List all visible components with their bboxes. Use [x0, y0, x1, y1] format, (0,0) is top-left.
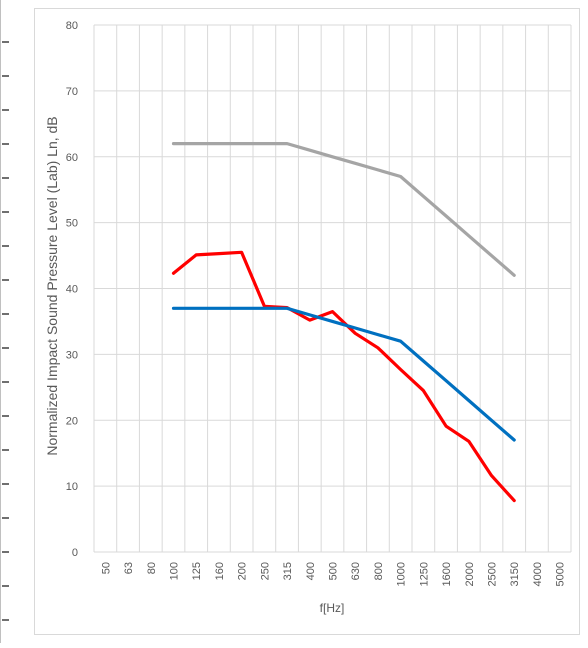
x-tick-label: 63 [123, 562, 135, 574]
left-edge-dash-marks [2, 42, 9, 620]
x-tick-label: 1600 [441, 562, 453, 586]
y-tick-label: 40 [66, 284, 78, 296]
x-tick-label: 4000 [532, 562, 544, 586]
y-tick-label: 20 [66, 415, 78, 427]
x-tick-label: 250 [259, 562, 271, 580]
x-tick-label: 5000 [555, 562, 567, 586]
x-tick-label: 500 [328, 562, 340, 580]
y-tick-label: 80 [66, 20, 78, 32]
x-tick-label: 2500 [487, 562, 499, 586]
x-tick-label: 160 [214, 562, 226, 580]
x-tick-label: 3150 [509, 562, 521, 586]
x-tick-label: 200 [237, 562, 249, 580]
x-tick-label: 1250 [418, 562, 430, 586]
x-tick-label: 315 [282, 562, 294, 580]
x-tick-label: 50 [100, 562, 112, 574]
y-tick-label: 50 [66, 218, 78, 230]
x-tick-label: 630 [350, 562, 362, 580]
y-tick-label: 60 [66, 152, 78, 164]
x-tick-label: 1000 [396, 562, 408, 586]
x-tick-label: 80 [146, 562, 158, 574]
x-tick-label: 400 [305, 562, 317, 580]
y-tick-label: 30 [66, 349, 78, 361]
y-tick-label: 70 [66, 86, 78, 98]
x-axis-label: f[Hz] [320, 601, 345, 615]
x-tick-label: 100 [169, 562, 181, 580]
x-tick-label: 125 [191, 562, 203, 580]
y-axis-label: Normalized Impact Sound Pressure Level (… [44, 116, 60, 455]
x-tick-label: 800 [373, 562, 385, 580]
y-tick-label: 0 [72, 547, 78, 559]
x-tick-label: 2000 [464, 562, 476, 586]
y-tick-label: 10 [66, 481, 78, 493]
